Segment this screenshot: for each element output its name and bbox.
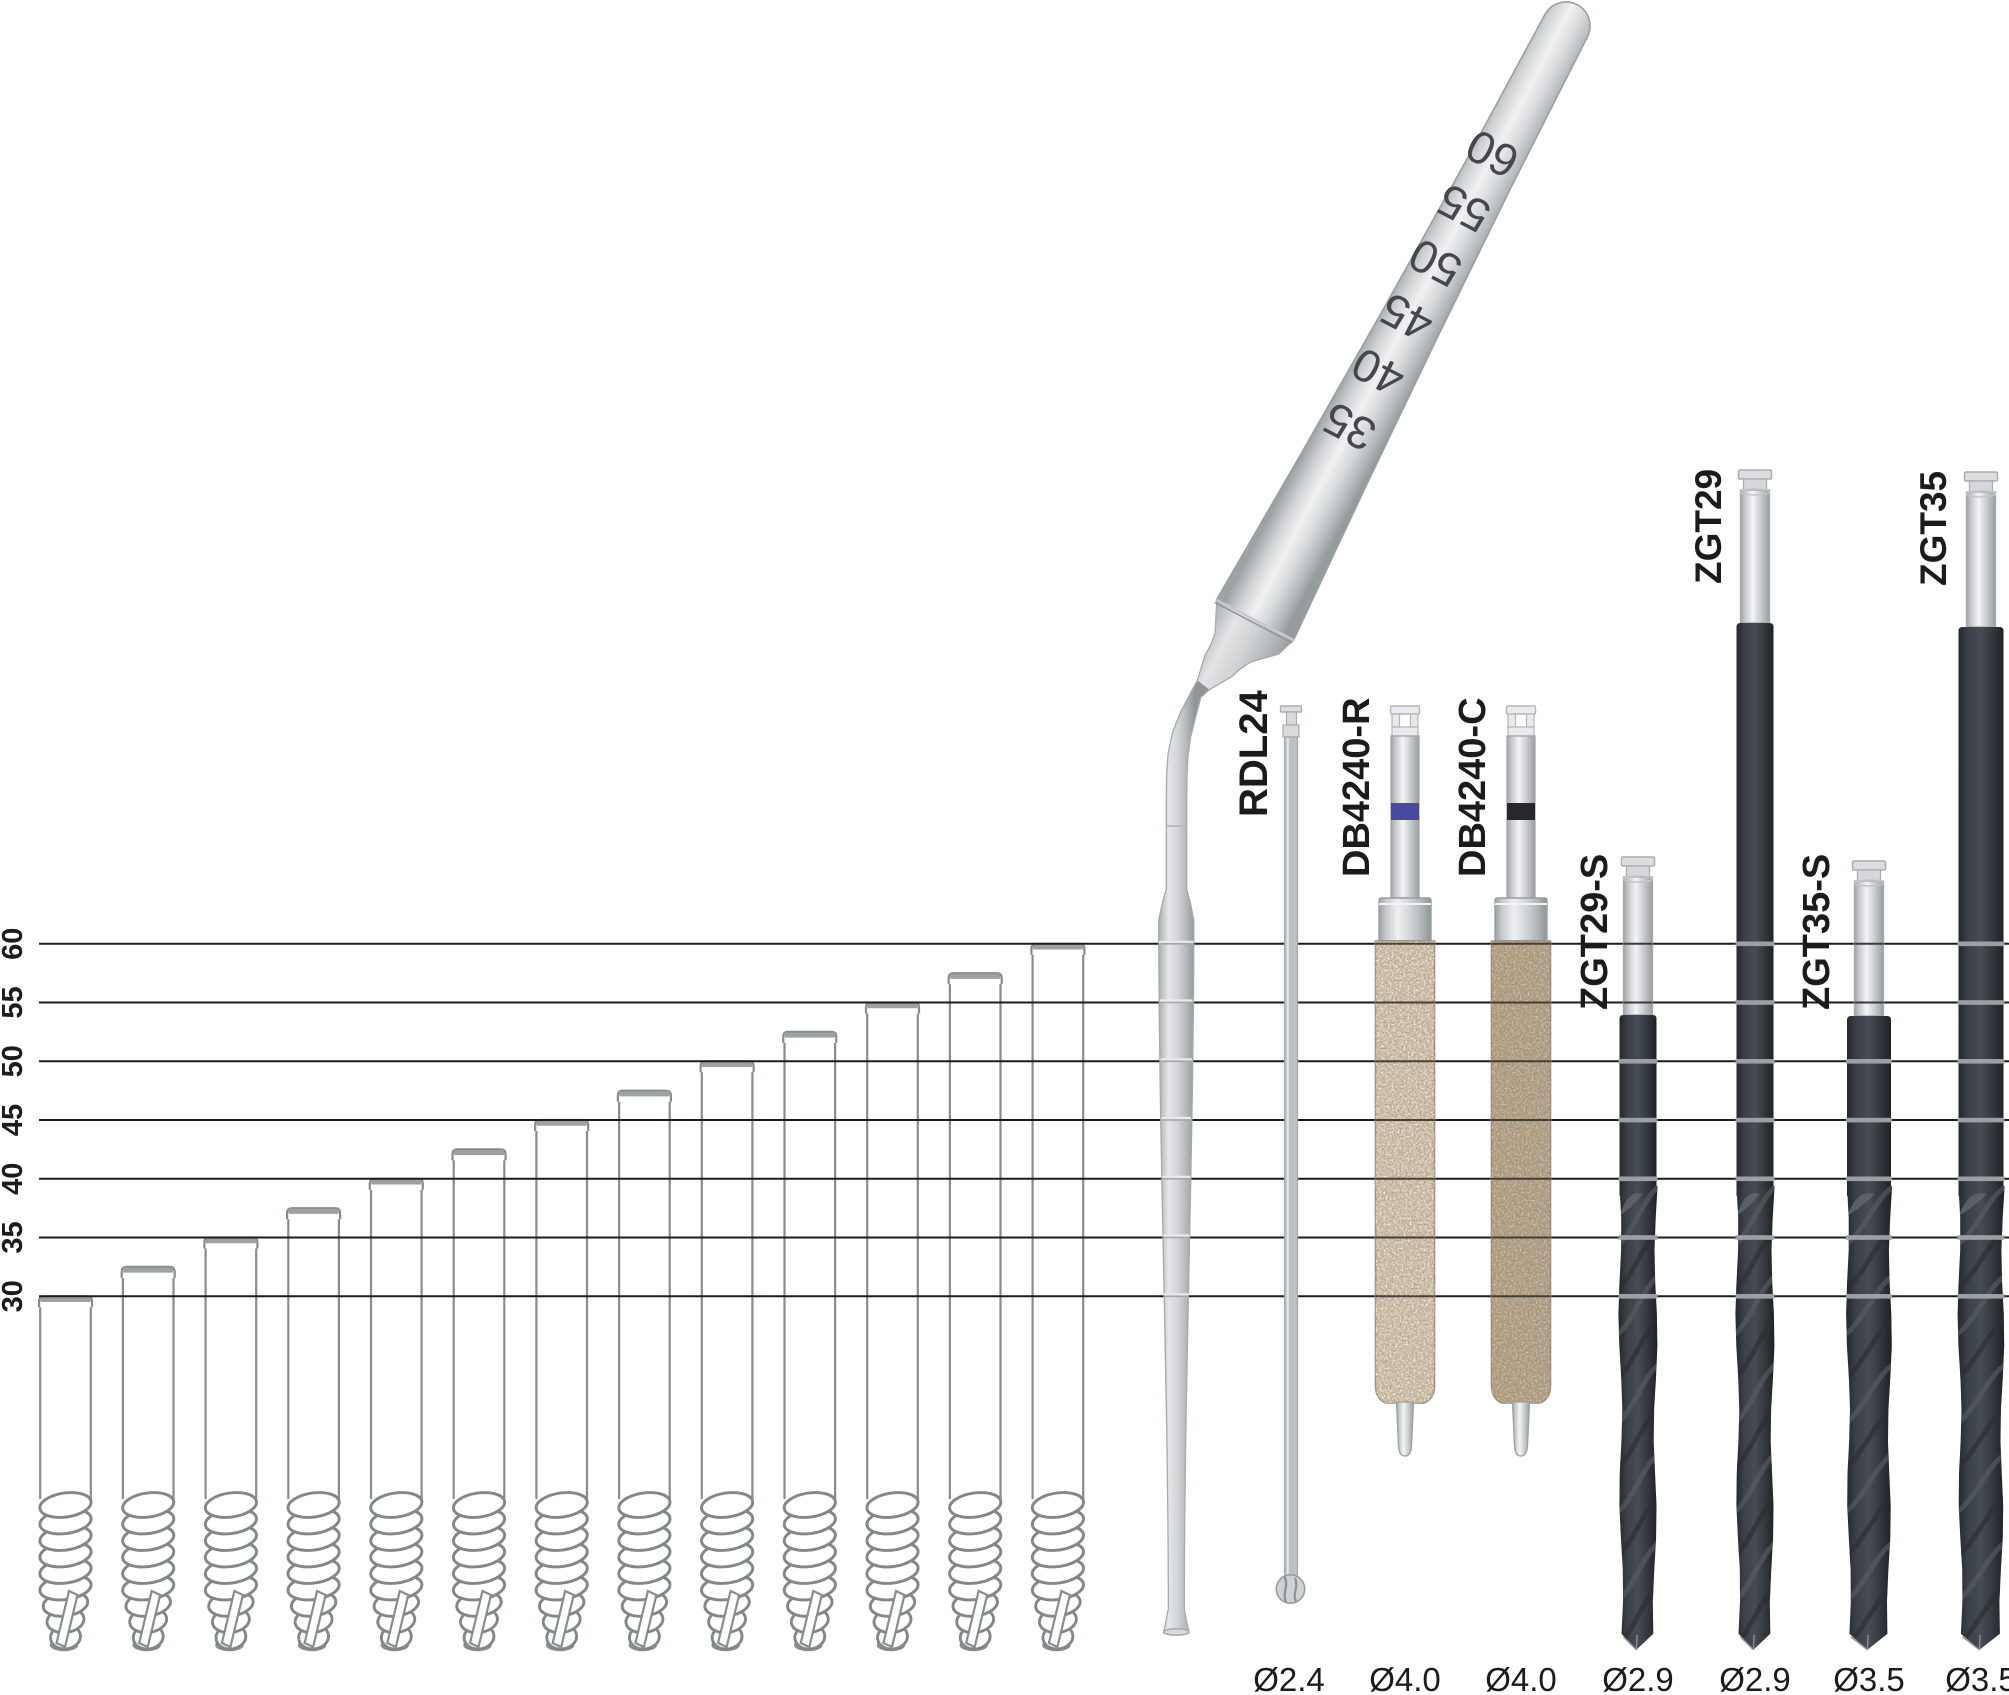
svg-text:55: 55: [0, 986, 29, 1018]
svg-text:60: 60: [0, 928, 29, 960]
svg-text:Ø2.9: Ø2.9: [1602, 1661, 1674, 1695]
svg-text:50: 50: [0, 1045, 29, 1077]
svg-text:30: 30: [0, 1280, 29, 1312]
svg-text:ZGT35-S: ZGT35-S: [1796, 854, 1838, 1010]
svg-text:RDL24: RDL24: [1232, 690, 1276, 817]
svg-text:DB4240-C: DB4240-C: [1452, 697, 1494, 877]
svg-text:Ø3.5: Ø3.5: [1833, 1661, 1905, 1695]
svg-text:Ø2.4: Ø2.4: [1253, 1661, 1325, 1695]
svg-text:40: 40: [0, 1163, 29, 1195]
svg-text:ZGT35: ZGT35: [1913, 471, 1954, 586]
svg-text:ZGT29: ZGT29: [1688, 469, 1729, 584]
svg-text:35: 35: [0, 1221, 29, 1253]
svg-text:Ø4.0: Ø4.0: [1485, 1661, 1557, 1695]
svg-text:45: 45: [0, 1104, 29, 1136]
svg-text:Ø3.5: Ø3.5: [1945, 1661, 2009, 1695]
svg-text:Ø2.9: Ø2.9: [1719, 1661, 1791, 1695]
svg-text:ZGT29-S: ZGT29-S: [1574, 854, 1616, 1010]
svg-text:DB4240-R: DB4240-R: [1336, 697, 1378, 877]
svg-text:Ø4.0: Ø4.0: [1369, 1661, 1441, 1695]
